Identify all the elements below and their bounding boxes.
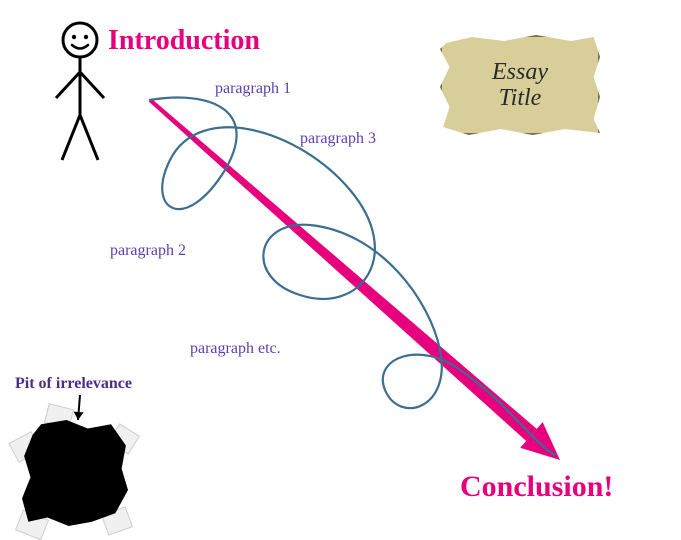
main-arrow [149,98,560,460]
paragraph-etc-label: paragraph etc. [190,340,281,358]
essay-title-scroll: Essay Title [440,35,600,135]
paragraph-2-label: paragraph 2 [110,242,186,260]
conclusion-label: Conclusion! [460,470,613,504]
pit-core [22,420,128,526]
essay-title-line1: Essay [492,59,548,85]
paragraph-3-label: paragraph 3 [300,130,376,148]
pit-label: Pit of irrelevance [15,375,132,393]
essay-title-line2: Title [499,85,542,111]
scroll-text: Essay Title [440,35,600,135]
paragraph-1-label: paragraph 1 [215,80,291,98]
spiral-path [150,98,555,455]
introduction-label: Introduction [108,25,260,57]
pit-hole-icon [10,408,140,538]
